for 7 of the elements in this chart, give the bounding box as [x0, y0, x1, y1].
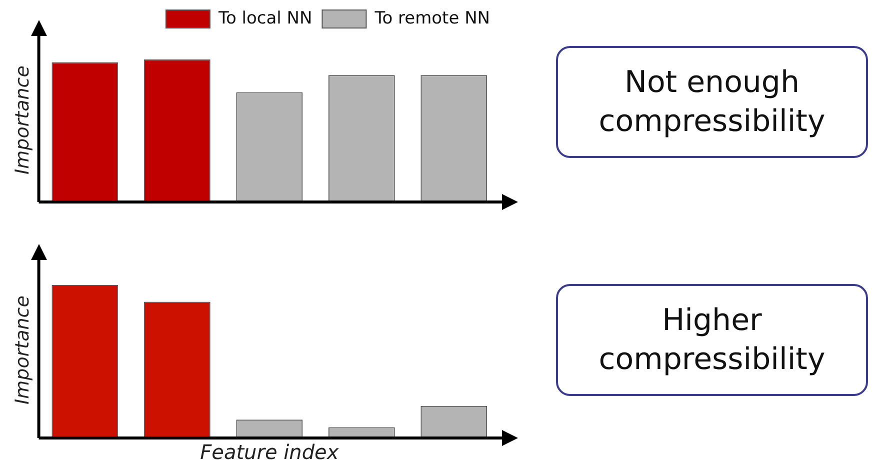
- text: Higher compressibility: [556, 284, 868, 396]
- y-axis-title: Importance: [11, 296, 34, 404]
- y-axis-title: Importance: [11, 66, 34, 174]
- legend-label: To local NN: [217, 8, 312, 28]
- text: Not enough compressibility: [556, 46, 868, 158]
- x-axis-title: Feature index: [200, 440, 339, 464]
- legend-label: To remote NN: [374, 8, 490, 28]
